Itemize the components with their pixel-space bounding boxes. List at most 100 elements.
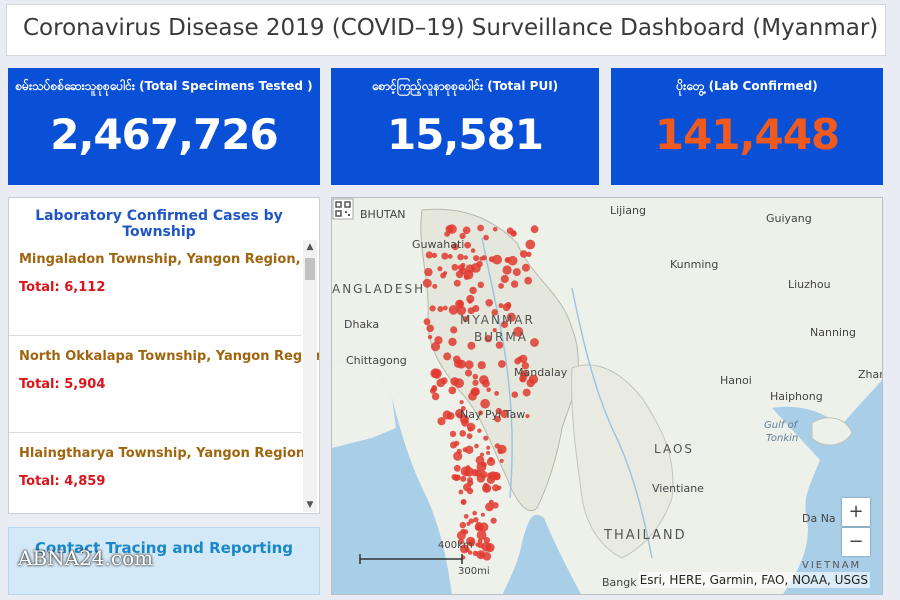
case-marker[interactable] — [449, 430, 457, 438]
case-marker[interactable] — [434, 336, 443, 345]
case-marker[interactable] — [464, 467, 474, 477]
case-marker[interactable] — [463, 483, 471, 492]
case-marker[interactable] — [519, 250, 528, 258]
case-marker[interactable] — [448, 305, 459, 315]
case-marker[interactable] — [486, 387, 491, 393]
case-marker[interactable] — [477, 361, 486, 370]
case-marker[interactable] — [497, 448, 503, 454]
case-marker[interactable] — [431, 392, 440, 401]
stat-card-total-pui[interactable]: စောင့်ကြည့်လူနာစုစုပေါင်း (Total PUI) 15… — [331, 68, 599, 185]
case-marker[interactable] — [447, 254, 453, 259]
case-marker[interactable] — [451, 263, 459, 271]
case-marker[interactable] — [500, 274, 509, 284]
case-marker[interactable] — [486, 457, 496, 466]
case-marker[interactable] — [465, 445, 474, 454]
case-marker[interactable] — [441, 252, 449, 260]
case-marker[interactable] — [495, 341, 504, 349]
case-marker[interactable] — [467, 307, 475, 315]
case-marker[interactable] — [467, 427, 473, 432]
case-marker[interactable] — [486, 445, 491, 450]
case-marker[interactable] — [492, 254, 502, 265]
case-marker[interactable] — [514, 357, 521, 365]
case-marker[interactable] — [437, 266, 443, 272]
case-marker[interactable] — [463, 274, 470, 280]
case-marker[interactable] — [431, 252, 438, 258]
scroll-up-icon[interactable]: ▲ — [306, 242, 314, 252]
case-marker[interactable] — [490, 517, 497, 524]
case-marker[interactable] — [479, 256, 484, 261]
case-marker[interactable] — [456, 531, 466, 540]
case-marker[interactable] — [467, 477, 473, 483]
case-marker[interactable] — [456, 305, 467, 316]
case-marker[interactable] — [456, 413, 462, 419]
case-marker[interactable] — [485, 502, 494, 512]
scroll-thumb[interactable] — [305, 258, 315, 280]
case-marker[interactable] — [450, 326, 458, 334]
case-marker[interactable] — [454, 440, 460, 447]
case-marker[interactable] — [492, 484, 500, 492]
case-marker[interactable] — [443, 352, 452, 361]
case-marker[interactable] — [486, 544, 492, 551]
case-marker[interactable] — [440, 272, 447, 279]
case-marker[interactable] — [525, 414, 530, 419]
case-marker[interactable] — [431, 385, 437, 390]
case-marker[interactable] — [524, 276, 533, 285]
cases-map[interactable]: BHUTAN Lijiang Guiyang Guwahati Kunming … — [331, 197, 883, 595]
case-marker[interactable] — [437, 417, 446, 426]
case-marker[interactable] — [430, 368, 441, 379]
case-marker[interactable] — [464, 547, 470, 552]
case-marker[interactable] — [473, 517, 479, 523]
case-marker[interactable] — [483, 537, 490, 544]
case-marker[interactable] — [459, 400, 464, 405]
contact-tracing-link[interactable]: Contact Tracing and Reporting — [35, 539, 293, 557]
list-item[interactable]: Mingaladon Township, Yangon Region, Tota… — [9, 240, 301, 336]
case-marker[interactable] — [511, 391, 519, 398]
case-marker[interactable] — [498, 303, 504, 309]
case-marker[interactable] — [502, 265, 512, 275]
case-marker[interactable] — [474, 443, 479, 449]
case-marker[interactable] — [500, 409, 509, 419]
case-marker[interactable] — [462, 316, 469, 323]
case-marker[interactable] — [468, 518, 474, 524]
case-marker[interactable] — [465, 465, 471, 470]
case-marker[interactable] — [442, 410, 452, 420]
case-marker[interactable] — [513, 326, 524, 337]
case-marker[interactable] — [464, 369, 473, 377]
case-marker[interactable] — [473, 255, 480, 262]
case-markers[interactable] — [422, 224, 539, 561]
case-marker[interactable] — [483, 234, 489, 241]
case-marker[interactable] — [496, 485, 502, 491]
case-marker[interactable] — [464, 241, 471, 249]
case-marker[interactable] — [478, 410, 484, 416]
case-marker[interactable] — [477, 538, 483, 544]
scroll-down-icon[interactable]: ▼ — [306, 500, 314, 510]
case-marker[interactable] — [480, 398, 490, 409]
case-marker[interactable] — [477, 428, 482, 433]
case-marker[interactable] — [448, 337, 457, 347]
case-marker[interactable] — [459, 521, 466, 529]
case-marker[interactable] — [453, 451, 463, 461]
case-marker[interactable] — [495, 407, 502, 415]
case-marker[interactable] — [483, 435, 489, 441]
case-marker[interactable] — [485, 299, 493, 307]
case-marker[interactable] — [460, 475, 467, 482]
case-marker[interactable] — [454, 474, 461, 481]
case-marker[interactable] — [422, 278, 432, 288]
case-marker[interactable] — [480, 512, 485, 517]
case-marker[interactable] — [494, 415, 501, 423]
qr-code-icon[interactable] — [332, 198, 354, 220]
case-marker[interactable] — [526, 378, 535, 388]
case-marker[interactable] — [512, 230, 517, 236]
case-marker[interactable] — [525, 239, 536, 250]
case-marker[interactable] — [427, 334, 433, 340]
case-marker[interactable] — [521, 263, 530, 272]
list-item[interactable]: North Okkalapa Township, Yangon Region, … — [9, 337, 319, 433]
case-marker[interactable] — [476, 474, 486, 483]
zoom-out-button[interactable]: − — [842, 528, 870, 556]
case-marker[interactable] — [451, 243, 459, 251]
case-marker[interactable] — [429, 305, 436, 312]
case-marker[interactable] — [424, 267, 433, 277]
case-marker[interactable] — [466, 536, 476, 546]
case-marker[interactable] — [453, 464, 461, 472]
case-marker[interactable] — [426, 324, 434, 333]
